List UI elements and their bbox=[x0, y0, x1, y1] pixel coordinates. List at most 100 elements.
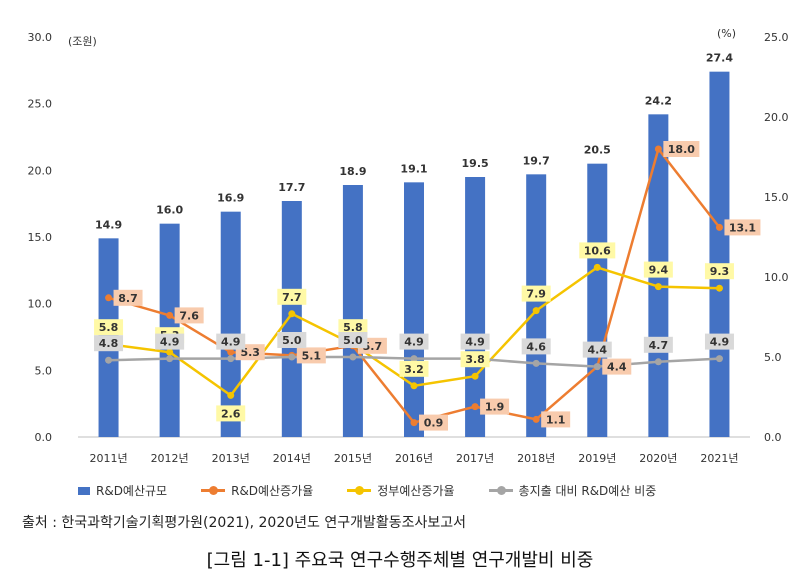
data-label-box bbox=[113, 289, 143, 306]
line-point bbox=[227, 348, 235, 356]
line-data-label: 5.8 bbox=[343, 321, 363, 334]
line-data-label: 5.3 bbox=[240, 346, 260, 359]
legend-line-swatch bbox=[488, 486, 513, 495]
data-label-box bbox=[602, 358, 632, 375]
dual-axis-chart: 0.0 5.0 10.0 15.0 20.0 25.0 30.0 0.0 5.0 10.0 15.0… bbox=[28, 27, 789, 465]
data-label-box bbox=[216, 405, 246, 422]
legend-label: 정부예산증가율 bbox=[377, 484, 455, 498]
bar-data-label: 16.9 bbox=[217, 192, 244, 205]
line-point bbox=[410, 382, 418, 390]
left-axis-tick-label: 0.0 bbox=[35, 431, 53, 444]
legend-label: R&D예산증가율 bbox=[231, 484, 314, 498]
x-axis-tick-label: 2021년 bbox=[700, 452, 738, 465]
line-data-label: 3.2 bbox=[404, 363, 424, 376]
bar bbox=[587, 163, 608, 437]
line-point bbox=[654, 283, 662, 291]
line-point bbox=[166, 348, 174, 356]
x-axis-tick-label: 2015년 bbox=[334, 452, 372, 465]
bar bbox=[342, 185, 363, 437]
legend-line-swatch bbox=[347, 486, 372, 495]
data-label-box bbox=[155, 333, 185, 350]
x-axis-tick-label: 2018년 bbox=[517, 452, 555, 465]
data-label-box bbox=[399, 360, 429, 377]
line-point bbox=[471, 372, 479, 380]
bar-data-label: 18.9 bbox=[339, 165, 366, 178]
line-point bbox=[532, 415, 540, 423]
legend-line-swatch bbox=[201, 486, 226, 495]
data-label-box bbox=[460, 333, 490, 350]
bar-data-label: 19.7 bbox=[523, 154, 550, 167]
bar bbox=[281, 201, 302, 437]
line-point bbox=[715, 284, 723, 292]
x-axis-tick-label: 2019년 bbox=[578, 452, 616, 465]
line-point bbox=[410, 355, 418, 363]
line-data-label: 4.9 bbox=[465, 336, 485, 349]
legend-item-rnd-growth: R&D예산증가율 bbox=[201, 482, 313, 499]
legend-label: R&D예산규모 bbox=[96, 484, 168, 498]
data-label-box bbox=[521, 285, 551, 302]
left-axis-tick-label: 25.0 bbox=[28, 98, 53, 111]
data-label-box bbox=[541, 411, 571, 428]
x-axis-tick-label: 2013년 bbox=[212, 452, 250, 465]
line-point bbox=[166, 355, 174, 363]
bar bbox=[465, 177, 486, 437]
data-label-box bbox=[94, 335, 124, 352]
line-point bbox=[105, 294, 113, 302]
data-label-box bbox=[579, 242, 616, 259]
data-label-box bbox=[663, 141, 700, 157]
line-data-label: 3.8 bbox=[465, 353, 485, 366]
line-data-label: 4.6 bbox=[526, 340, 546, 353]
left-axis-unit: (조원) bbox=[68, 35, 97, 48]
left-axis-tick-label: 20.0 bbox=[28, 164, 53, 177]
x-axis-tick-label: 2020년 bbox=[639, 452, 677, 465]
bar-data-label: 19.5 bbox=[462, 157, 489, 170]
bar-data-label: 24.2 bbox=[645, 94, 672, 107]
data-label-box bbox=[94, 319, 124, 336]
left-axis-tick-label: 5.0 bbox=[35, 364, 53, 377]
line-data-label: 13.1 bbox=[729, 221, 756, 234]
line-data-label: 8.7 bbox=[118, 292, 138, 305]
line-data-label: 4.7 bbox=[649, 339, 669, 352]
line-data-label: 4.9 bbox=[710, 336, 730, 349]
line-data-label: 4.4 bbox=[607, 361, 627, 374]
line-point bbox=[105, 356, 113, 364]
bar bbox=[220, 211, 241, 437]
legend-label: 총지출 대비 R&D예산 비중 bbox=[518, 484, 657, 498]
left-axis-tick-label: 10.0 bbox=[28, 298, 53, 311]
data-label-box bbox=[174, 307, 204, 324]
data-label-box bbox=[338, 319, 368, 336]
left-axis-tick-label: 30.0 bbox=[28, 31, 53, 44]
data-label-box bbox=[724, 219, 761, 236]
line-data-label: 2.6 bbox=[221, 407, 241, 420]
line-data-label: 1.1 bbox=[546, 413, 566, 426]
data-label-box bbox=[704, 333, 734, 350]
bar bbox=[404, 182, 424, 437]
data-label-box bbox=[419, 414, 448, 431]
left-axis-tick-label: 15.0 bbox=[28, 231, 53, 244]
line-data-label: 4.8 bbox=[99, 337, 119, 350]
line-data-label: 18.0 bbox=[668, 143, 695, 156]
line-point bbox=[471, 403, 479, 411]
source-note: 출처 : 한국과학기술기획평가원(2021), 2020년도 연구개발활동조사보… bbox=[22, 515, 467, 531]
line-data-label: 7.6 bbox=[179, 309, 199, 322]
line-data-label: 5.0 bbox=[343, 334, 363, 347]
right-axis-tick-label: 15.0 bbox=[764, 191, 789, 204]
line-point bbox=[654, 145, 662, 153]
data-label-box bbox=[296, 347, 326, 364]
data-label-box bbox=[704, 263, 734, 280]
line-point bbox=[654, 358, 662, 366]
line-data-label: 4.9 bbox=[221, 336, 241, 349]
data-label-box bbox=[460, 351, 490, 368]
bar-data-label: 14.9 bbox=[95, 218, 122, 231]
line-data-label: 7.9 bbox=[526, 288, 546, 301]
data-label-box bbox=[480, 398, 510, 415]
line-point bbox=[532, 359, 540, 367]
right-axis-tick-label: 10.0 bbox=[764, 271, 789, 284]
data-label-box bbox=[277, 332, 307, 348]
line-data-label: 7.7 bbox=[282, 291, 302, 304]
line-point bbox=[288, 310, 296, 318]
line-point bbox=[227, 355, 235, 363]
bar-data-label: 19.1 bbox=[400, 162, 427, 175]
figure-caption: [그림 1-1] 주요국 연구수행주체별 연구개발비 비중 bbox=[206, 550, 594, 571]
line-point bbox=[349, 353, 357, 361]
